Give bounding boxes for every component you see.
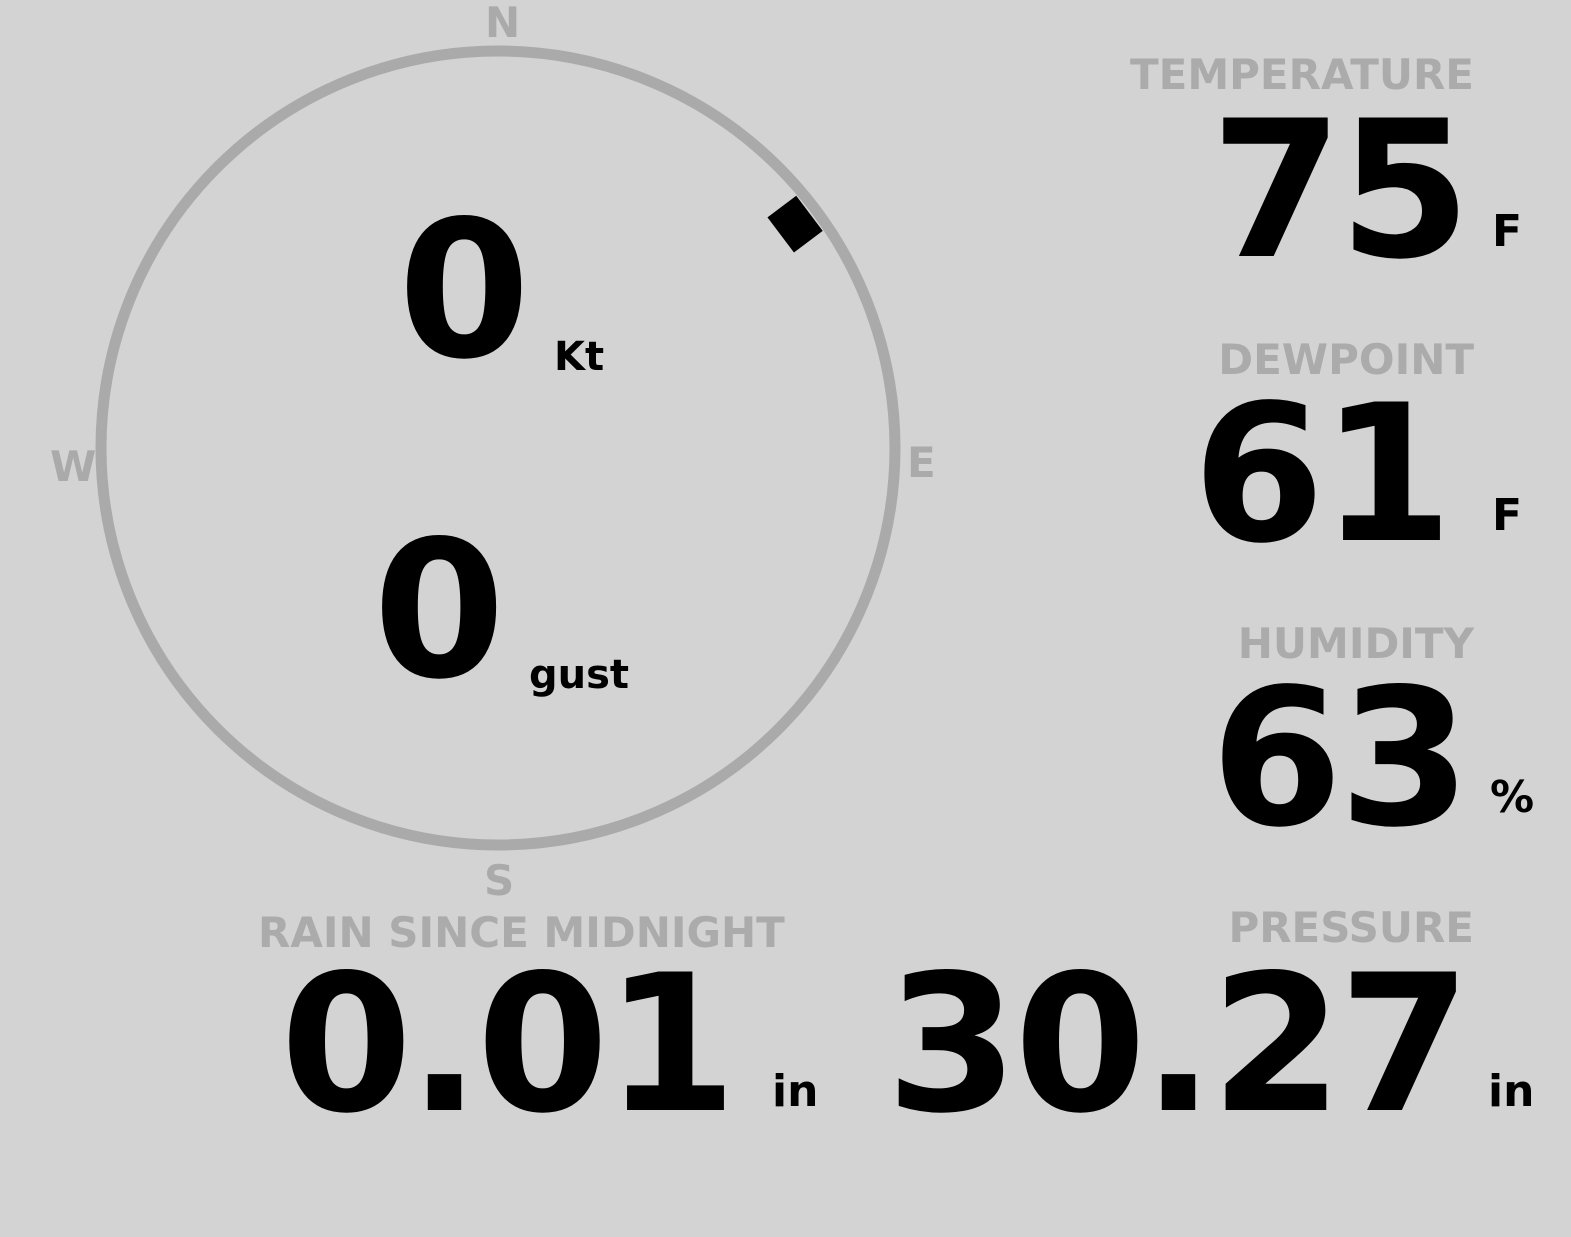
wind-direction-marker [767,195,823,253]
compass-south: S [484,856,515,905]
compass-west: W [50,442,97,491]
pressure-unit: in [1488,1066,1535,1117]
wind-speed-unit: Kt [554,334,605,380]
compass-east: E [907,438,936,487]
wind-speed-value: 0 [398,180,530,401]
temperature-label: TEMPERATURE [1130,50,1474,99]
wind-gust-unit: gust [529,652,630,698]
compass-ring [95,45,901,851]
temperature-value: 75 [1210,80,1471,301]
rain-label: RAIN SINCE MIDNIGHT [258,908,785,957]
rain-unit: in [772,1066,819,1117]
dewpoint-value: 61 [1192,364,1453,585]
humidity-label: HUMIDITY [1237,619,1474,668]
humidity-value: 63 [1210,648,1471,869]
dewpoint-label: DEWPOINT [1218,335,1474,384]
temperature-unit: F [1492,206,1523,257]
wind-compass [95,45,901,851]
compass-north: N [485,0,521,47]
humidity-unit: % [1490,772,1535,823]
dewpoint-unit: F [1492,490,1523,541]
rain-value: 0.01 [280,934,737,1155]
wind-gust-value: 0 [373,500,505,721]
pressure-label: PRESSURE [1228,903,1474,952]
pressure-value: 30.27 [886,934,1471,1155]
